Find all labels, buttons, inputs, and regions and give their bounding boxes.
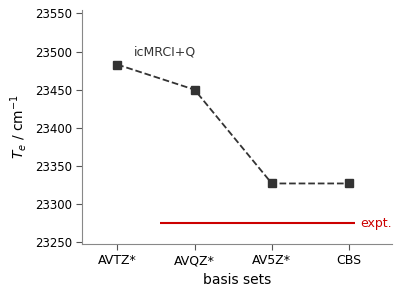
- X-axis label: basis sets: basis sets: [203, 273, 271, 287]
- Text: expt.: expt.: [360, 217, 392, 230]
- Y-axis label: $T_e$ / cm$^{-1}$: $T_e$ / cm$^{-1}$: [8, 94, 29, 159]
- Text: icMRCI+Q: icMRCI+Q: [134, 45, 196, 58]
